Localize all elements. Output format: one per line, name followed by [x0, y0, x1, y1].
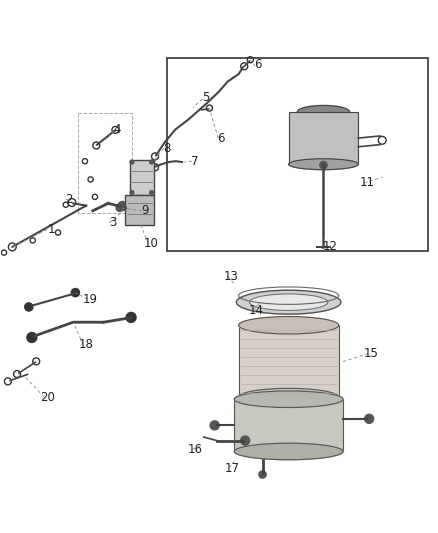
Text: 20: 20 — [40, 391, 54, 403]
Bar — [167, 58, 428, 251]
Text: 17: 17 — [225, 463, 240, 475]
Ellipse shape — [250, 294, 328, 310]
Bar — [234, 399, 343, 451]
Text: 8: 8 — [163, 142, 170, 155]
Ellipse shape — [289, 159, 358, 169]
Text: 9: 9 — [141, 204, 149, 217]
Text: 2: 2 — [65, 192, 73, 206]
Text: 14: 14 — [248, 303, 264, 317]
Text: 3: 3 — [109, 216, 116, 230]
Circle shape — [149, 190, 154, 195]
Text: 5: 5 — [202, 91, 210, 104]
Bar — [130, 160, 154, 195]
Circle shape — [149, 159, 154, 165]
Bar — [78, 114, 132, 213]
Ellipse shape — [234, 391, 343, 408]
Circle shape — [125, 312, 137, 323]
Circle shape — [319, 161, 328, 169]
Bar — [125, 195, 154, 225]
Text: 16: 16 — [187, 443, 202, 456]
Text: 6: 6 — [254, 58, 262, 71]
Ellipse shape — [239, 317, 339, 334]
Ellipse shape — [237, 290, 341, 314]
Circle shape — [129, 190, 134, 195]
Bar — [289, 112, 358, 164]
Text: 18: 18 — [79, 338, 94, 351]
Ellipse shape — [234, 443, 343, 460]
Text: 6: 6 — [217, 132, 225, 144]
Bar — [239, 325, 339, 397]
Ellipse shape — [239, 389, 339, 406]
Circle shape — [71, 288, 80, 297]
Circle shape — [209, 420, 220, 431]
Text: 12: 12 — [322, 240, 338, 253]
Text: 13: 13 — [224, 270, 239, 282]
Text: 4: 4 — [113, 123, 120, 136]
Circle shape — [26, 332, 38, 343]
Circle shape — [258, 470, 267, 479]
Circle shape — [117, 201, 127, 211]
Text: 15: 15 — [364, 347, 379, 360]
Circle shape — [364, 414, 374, 424]
Text: 7: 7 — [191, 155, 199, 168]
Text: 11: 11 — [360, 176, 374, 189]
Circle shape — [24, 302, 34, 312]
Text: 10: 10 — [144, 237, 159, 251]
Text: 1: 1 — [48, 223, 55, 236]
Text: 19: 19 — [83, 293, 98, 305]
Circle shape — [116, 204, 124, 212]
Circle shape — [240, 435, 251, 446]
Ellipse shape — [297, 106, 350, 118]
Circle shape — [129, 159, 134, 165]
